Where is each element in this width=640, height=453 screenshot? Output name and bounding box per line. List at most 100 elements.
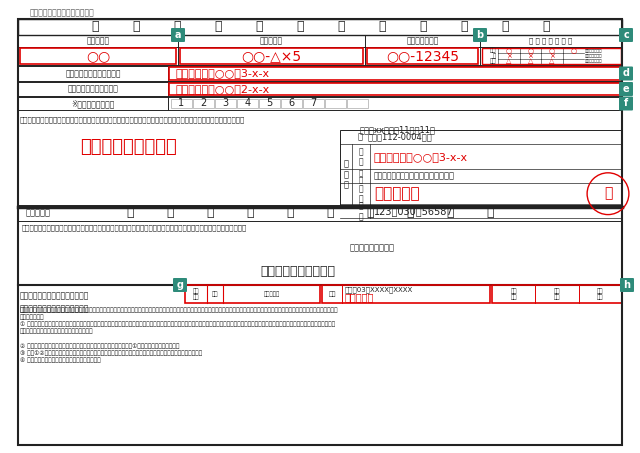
FancyBboxPatch shape [173, 278, 187, 292]
Text: ○○: ○○ [86, 49, 110, 63]
Text: 東京都文京区○○　3-x-x: 東京都文京区○○ 3-x-x [176, 68, 270, 78]
Text: 車　　　名: 車 名 [86, 37, 109, 45]
FancyBboxPatch shape [619, 82, 633, 96]
Text: 自: 自 [126, 207, 134, 220]
Text: 請: 請 [501, 20, 509, 34]
Text: ○○-12345: ○○-12345 [386, 49, 459, 63]
Text: 車庫
証明: 車庫 証明 [511, 288, 517, 300]
Text: 場: 場 [326, 207, 333, 220]
Text: 電話　03（XXXX）XXXX: 電話 03（XXXX）XXXX [345, 286, 413, 293]
Text: 4: 4 [244, 98, 251, 109]
Bar [171, 99, 192, 108]
Bar [237, 99, 258, 108]
Text: 車: 車 [206, 207, 214, 220]
Text: △: △ [549, 58, 554, 64]
Text: 【注】この証明書の有効期限は、
　　証明日から「１か月」です。: 【注】この証明書の有効期限は、 証明日から「１か月」です。 [20, 291, 90, 313]
Text: △: △ [506, 58, 511, 64]
Bar [322, 285, 490, 303]
Text: 123（030）56587: 123（030）56587 [374, 206, 454, 216]
Text: 前車
住所: 前車 住所 [597, 288, 604, 300]
Text: 第　　　号: 第 号 [26, 208, 51, 217]
Text: 三井　太郎: 三井 太郎 [374, 186, 420, 201]
Text: 使用
権原: 使用 権原 [193, 288, 199, 300]
Text: 証: 証 [378, 20, 386, 34]
Text: ㊞: ㊞ [604, 187, 612, 201]
Text: ○○-△×5: ○○-△×5 [241, 49, 301, 63]
Text: 動: 動 [166, 207, 173, 220]
Text: ○: ○ [570, 48, 576, 53]
Text: 長さ: 長さ [490, 48, 496, 53]
Text: ② 自動車の使用の本拠の位置が、保管場所の位置と同一であるとき（①に該当する場合を除く。）
③ 上記①②以外で、保管場所の付近の地図が自動車検査証に表示されてい: ② 自動車の使用の本拠の位置が、保管場所の位置と同一であるとき（①に該当する場合… [20, 343, 202, 363]
Bar [180, 48, 363, 64]
Text: ○: ○ [506, 48, 512, 53]
Text: （フリガナ）: （フリガナ） [374, 172, 402, 181]
Text: 別記様式第１号（第１条関係）: 別記様式第１号（第１条関係） [30, 8, 95, 17]
Text: f: f [624, 98, 628, 109]
FancyBboxPatch shape [619, 96, 633, 111]
Text: 警視庁　　　警察署長: 警視庁 警察署長 [260, 265, 335, 278]
Text: 申
請
者: 申 請 者 [344, 159, 349, 189]
Text: 参考１　次に揚げる場合は、所有図の添付を省略することができる。ただし、警察署は、保管場所の付近となる地勢地及びその位置を知るために必要があると認めるときは、所付: 参考１ 次に揚げる場合は、所有図の添付を省略することができる。ただし、警察署は、… [20, 307, 339, 320]
Text: 自動車の保管場所の位置: 自動車の保管場所の位置 [68, 85, 118, 93]
Bar [482, 48, 621, 64]
Text: 所: 所 [366, 207, 374, 220]
Text: 6: 6 [289, 98, 294, 109]
Text: 明: 明 [419, 20, 427, 34]
Bar [169, 83, 621, 95]
Bar [20, 48, 176, 64]
Text: 自 動 車 の 大 き さ: 自 動 車 の 大 き さ [529, 38, 573, 44]
Text: 自動車の保管場所の位置確認記載の場所は、申請に係る自動車の保管場所として確保されていることを証明願います。: 自動車の保管場所の位置確認記載の場所は、申請に係る自動車の保管場所として確保され… [20, 116, 245, 123]
Text: 1: 1 [179, 98, 184, 109]
Bar [18, 205, 622, 221]
Text: ×: × [527, 53, 533, 59]
Text: ○: ○ [527, 48, 533, 53]
Text: （ミツイ　タロウ　　）: （ミツイ タロウ ） [400, 172, 455, 181]
FancyBboxPatch shape [473, 28, 487, 42]
Text: 場: 場 [296, 20, 304, 34]
Text: 後楽　警察署長　殿: 後楽 警察署長 殿 [80, 138, 177, 156]
Text: 東京都文京区○○　3-x-x: 東京都文京区○○ 3-x-x [374, 152, 468, 162]
Text: c: c [623, 30, 629, 40]
Text: 氏
名: 氏 名 [358, 184, 364, 203]
Bar [303, 99, 324, 108]
Text: 保: 保 [246, 207, 253, 220]
Text: 5: 5 [266, 98, 273, 109]
Text: 自動車の使用の本拠の位置: 自動車の使用の本拠の位置 [65, 69, 121, 78]
Bar [215, 99, 236, 108]
Text: センチメートル: センチメートル [585, 54, 602, 58]
Text: 電
話: 電 話 [358, 202, 364, 221]
Text: e: e [623, 84, 629, 94]
Bar [18, 19, 622, 35]
Bar [340, 130, 622, 205]
Text: 〒: 〒 [358, 132, 363, 141]
Text: h: h [623, 280, 630, 290]
FancyBboxPatch shape [171, 28, 185, 42]
Text: 幅: 幅 [493, 53, 496, 59]
Text: 平成　xx　年　11月　11日: 平成 xx 年 11月 11日 [360, 125, 436, 134]
Bar [492, 285, 622, 303]
Text: 申: 申 [460, 20, 468, 34]
Text: 東京都新宿区○○　2-x-x: 東京都新宿区○○ 2-x-x [176, 84, 270, 94]
Text: 保: 保 [214, 20, 221, 34]
Bar [347, 99, 368, 108]
Text: 自: 自 [92, 20, 99, 34]
Bar [325, 99, 346, 108]
Text: ① 自動車の使用の本拠の位置が、当該自動車（申請者が保有者である自動車であって申請に係るもの以外のものを、以下同じ。）に係る使用の本拠の位置と同一であり、かつ、: ① 自動車の使用の本拠の位置が、当該自動車（申請者が保有者である自動車であって申… [20, 321, 335, 334]
Text: 書: 書 [542, 20, 550, 34]
Text: 動: 動 [132, 20, 140, 34]
Text: ※保管場所標章番号: ※保管場所標章番号 [71, 99, 115, 108]
Text: 車: 車 [173, 20, 180, 34]
Bar [169, 67, 621, 80]
Bar [18, 97, 622, 110]
Text: a: a [175, 30, 181, 40]
Text: 車　台　番　号: 車 台 番 号 [406, 37, 438, 45]
Text: 明: 明 [446, 207, 454, 220]
Text: 型　　　式: 型 式 [260, 37, 283, 45]
Text: 住
所: 住 所 [358, 147, 364, 166]
Text: 3: 3 [223, 98, 228, 109]
Text: ×: × [549, 53, 555, 59]
Text: 7: 7 [310, 98, 317, 109]
Text: 2: 2 [200, 98, 207, 109]
Bar [18, 47, 622, 65]
FancyBboxPatch shape [620, 278, 634, 292]
